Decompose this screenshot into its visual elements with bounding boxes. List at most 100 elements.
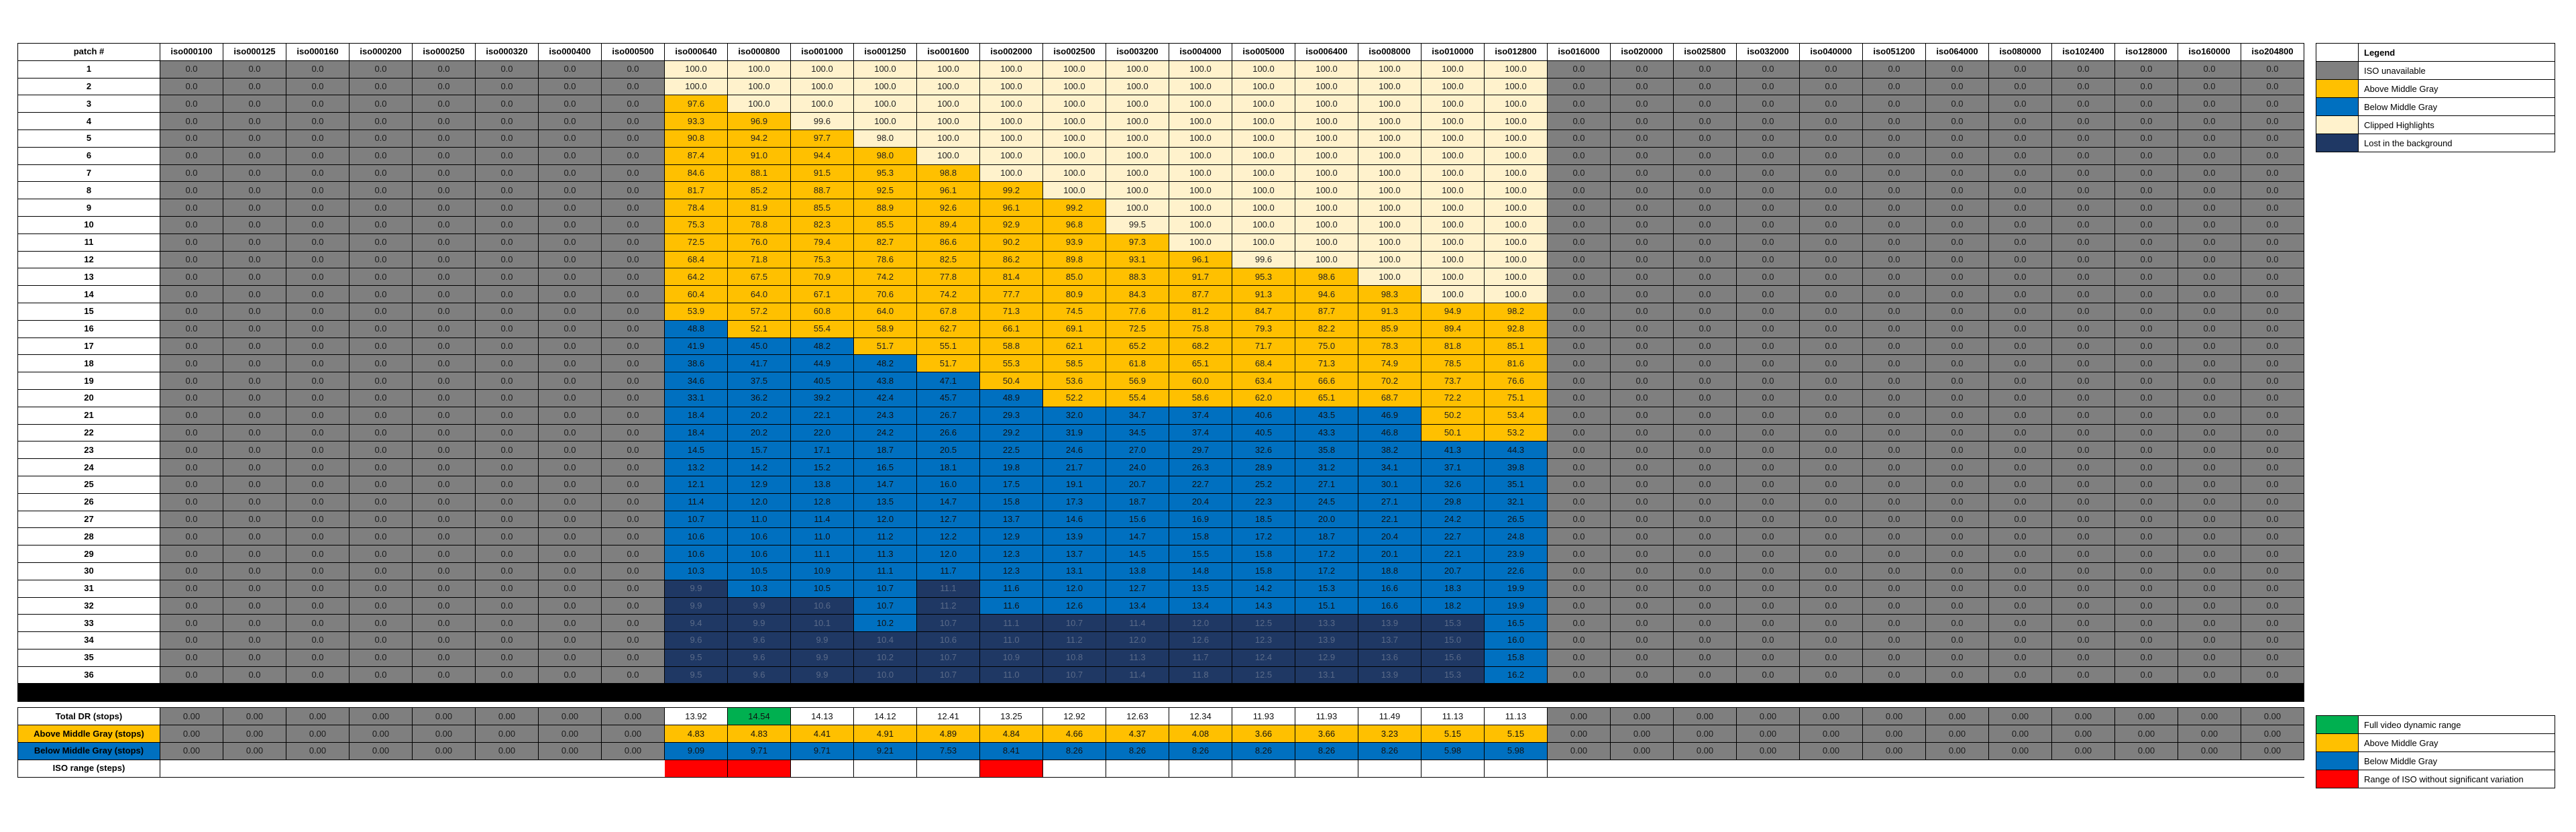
unavailable-stat-cell: 0.00	[601, 742, 665, 760]
patch-value-cell: 66.1	[979, 319, 1043, 338]
patch-number: 8	[17, 181, 160, 200]
unavailable-cell: 0.0	[286, 666, 350, 684]
unavailable-cell: 0.0	[1799, 268, 1863, 287]
unavailable-cell: 0.0	[2051, 129, 2115, 148]
unavailable-stat-cell: 0.00	[475, 742, 539, 760]
unavailable-cell: 0.0	[475, 423, 539, 442]
patch-value-cell: 14.8	[1169, 562, 1232, 580]
unavailable-cell: 0.0	[412, 614, 476, 633]
unavailable-cell: 0.0	[160, 285, 223, 303]
patch-value-cell: 11.7	[1169, 648, 1232, 667]
patch-value-cell: 100.0	[1232, 199, 1295, 217]
unavailable-cell: 0.0	[2114, 129, 2178, 148]
stat-value-cell: 14.54	[727, 707, 791, 726]
patch-value-cell: 75.3	[790, 250, 854, 269]
table-row: 32 0.0 0.0 0.0 0.0 0.0 0.0 0.0 0.0 9.9 9.9 10.6 10.7…	[17, 596, 2304, 615]
unavailable-cell: 0.0	[1925, 181, 1989, 200]
unavailable-cell: 0.0	[1925, 579, 1989, 598]
patch-number: 22	[17, 423, 160, 442]
total-dr-row: Total DR (stops) 0.00 0.00 0.00 0.00 0.00 0.00…	[17, 707, 2304, 726]
patch-number: 10	[17, 215, 160, 234]
patch-value-cell: 20.4	[1169, 492, 1232, 511]
unavailable-cell: 0.0	[538, 666, 602, 684]
patch-value-cell: 44.3	[1484, 441, 1548, 460]
iso-range-cell	[2178, 759, 2241, 778]
unavailable-cell: 0.0	[286, 475, 350, 494]
patch-value-cell: 100.0	[979, 95, 1043, 113]
patch-value-cell: 15.8	[1484, 648, 1548, 667]
unavailable-cell: 0.0	[1988, 666, 2052, 684]
stat-value-cell: 5.98	[1421, 742, 1485, 760]
unavailable-cell: 0.0	[1610, 181, 1674, 200]
patch-value-cell: 12.8	[790, 492, 854, 511]
unavailable-cell: 0.0	[1925, 337, 1989, 356]
unavailable-cell: 0.0	[2241, 579, 2304, 598]
unavailable-cell: 0.0	[601, 112, 665, 130]
patch-value-cell: 24.0	[1106, 458, 1169, 476]
unavailable-cell: 0.0	[538, 181, 602, 200]
unavailable-cell: 0.0	[1925, 60, 1989, 79]
unavailable-cell: 0.0	[1925, 388, 1989, 407]
unavailable-cell: 0.0	[286, 458, 350, 476]
unavailable-cell: 0.0	[349, 648, 413, 667]
unavailable-stat-cell: 0.00	[1799, 707, 1863, 726]
unavailable-cell: 0.0	[286, 596, 350, 615]
patch-value-cell: 100.0	[1421, 233, 1485, 252]
patch-value-cell: 11.4	[1106, 666, 1169, 684]
unavailable-cell: 0.0	[2178, 510, 2241, 529]
unavailable-cell: 0.0	[601, 388, 665, 407]
unavailable-cell: 0.0	[412, 129, 476, 148]
patch-value-cell: 100.0	[1295, 77, 1358, 96]
unavailable-cell: 0.0	[1736, 181, 1800, 200]
unavailable-cell: 0.0	[2241, 268, 2304, 287]
unavailable-cell: 0.0	[1673, 372, 1737, 390]
unavailable-cell: 0.0	[349, 319, 413, 338]
unavailable-cell: 0.0	[1925, 250, 1989, 269]
patch-value-cell: 11.3	[1106, 648, 1169, 667]
unavailable-cell: 0.0	[2114, 527, 2178, 546]
unavailable-cell: 0.0	[2114, 164, 2178, 183]
patch-value-cell: 43.5	[1295, 406, 1358, 425]
unavailable-stat-cell: 0.00	[2114, 707, 2178, 726]
patch-value-cell: 100.0	[727, 95, 791, 113]
unavailable-cell: 0.0	[1862, 199, 1926, 217]
patch-value-cell: 22.7	[1421, 527, 1485, 546]
unavailable-cell: 0.0	[1673, 545, 1737, 563]
unavailable-cell: 0.0	[1862, 164, 1926, 183]
unavailable-cell: 0.0	[349, 233, 413, 252]
iso-range-cell	[1610, 759, 1674, 778]
patch-value-cell: 100.0	[1484, 112, 1548, 130]
unavailable-stat-cell: 0.00	[475, 707, 539, 726]
unavailable-cell: 0.0	[2114, 285, 2178, 303]
unavailable-stat-cell: 0.00	[601, 707, 665, 726]
patch-value-cell: 37.5	[727, 372, 791, 390]
unavailable-cell: 0.0	[1547, 562, 1611, 580]
unavailable-cell: 0.0	[475, 129, 539, 148]
patch-value-cell: 12.1	[664, 475, 728, 494]
patch-value-cell: 18.3	[1421, 579, 1485, 598]
unavailable-cell: 0.0	[1610, 319, 1674, 338]
unavailable-cell: 0.0	[1925, 527, 1989, 546]
patch-value-cell: 100.0	[1358, 129, 1421, 148]
unavailable-cell: 0.0	[1610, 666, 1674, 684]
patch-number: 5	[17, 129, 160, 148]
patch-value-cell: 16.6	[1358, 579, 1421, 598]
patch-value-cell: 41.3	[1421, 441, 1485, 460]
patch-value-cell: 100.0	[1169, 199, 1232, 217]
unavailable-cell: 0.0	[601, 579, 665, 598]
patch-value-cell: 84.3	[1106, 285, 1169, 303]
unavailable-cell: 0.0	[2114, 475, 2178, 494]
patch-value-cell: 92.6	[916, 199, 980, 217]
patch-value-cell: 18.1	[916, 458, 980, 476]
patch-value-cell: 100.0	[1358, 95, 1421, 113]
patch-value-cell: 11.6	[979, 596, 1043, 615]
patch-value-cell: 100.0	[1042, 129, 1106, 148]
unavailable-cell: 0.0	[1988, 337, 2052, 356]
table-row: 14 0.0 0.0 0.0 0.0 0.0 0.0 0.0 0.0 60.4 64.0 67.1 70…	[17, 285, 2304, 303]
unavailable-stat-cell: 0.00	[412, 725, 476, 743]
unavailable-stat-cell: 0.00	[1988, 725, 2052, 743]
unavailable-cell: 0.0	[538, 458, 602, 476]
unavailable-cell: 0.0	[286, 285, 350, 303]
unavailable-cell: 0.0	[1988, 250, 2052, 269]
patch-value-cell: 73.7	[1421, 372, 1485, 390]
